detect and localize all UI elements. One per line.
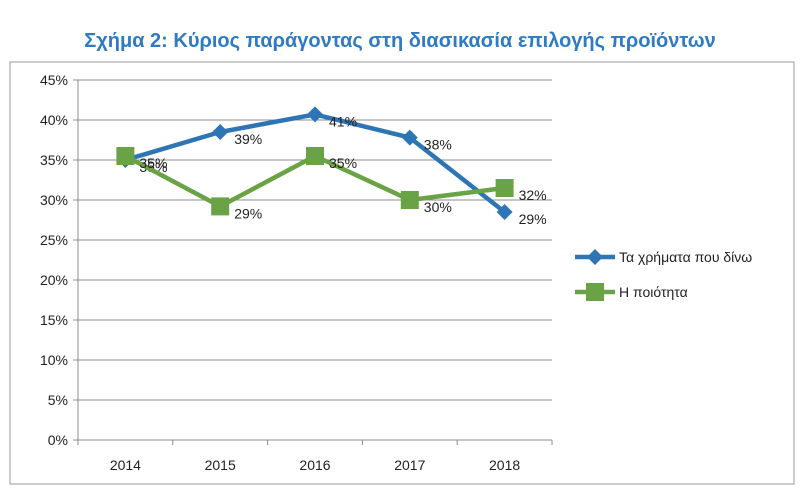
legend-marker-1 [587, 249, 603, 265]
y-tick-label: 10% [40, 352, 68, 368]
series-2-point [306, 147, 324, 165]
series-2-point [211, 197, 230, 216]
legend-label-2: Η ποιότητα [619, 284, 688, 300]
y-tick-label: 40% [40, 112, 68, 128]
data-label: 35% [139, 155, 167, 171]
x-tick-label: 2018 [489, 457, 520, 473]
series-2-point [116, 147, 135, 165]
y-tick-label: 0% [48, 432, 68, 448]
series-2-point [495, 179, 514, 197]
x-tick-label: 2015 [205, 457, 236, 473]
y-tick-label: 5% [48, 392, 68, 408]
x-tick-label: 2016 [299, 457, 330, 473]
data-label: 35% [329, 155, 357, 171]
series-1-point [307, 106, 323, 123]
y-tick-label: 35% [40, 152, 68, 168]
data-label: 29% [519, 211, 547, 227]
data-label: 30% [424, 199, 452, 215]
chart-title: Σχήμα 2: Κύριος παράγοντας στη διασικασί… [84, 30, 716, 52]
y-tick-label: 15% [40, 312, 68, 328]
y-tick-label: 25% [40, 232, 68, 248]
series-2-point [400, 191, 419, 209]
legend-label-1: Τα χρήματα που δίνω [619, 249, 752, 265]
legend-marker-2 [586, 283, 604, 301]
data-label: 35% [139, 159, 167, 175]
series-1-point [401, 129, 418, 146]
x-tick-label: 2014 [110, 457, 141, 473]
y-tick-label: 30% [40, 192, 68, 208]
data-label: 29% [234, 205, 262, 221]
x-tick-label: 2017 [394, 457, 425, 473]
series-1-point [212, 124, 229, 140]
y-tick-label: 20% [40, 272, 68, 288]
data-label: 39% [234, 131, 262, 147]
data-label: 38% [424, 137, 452, 153]
data-label: 32% [519, 187, 547, 203]
data-label: 41% [329, 113, 357, 129]
y-tick-label: 45% [40, 72, 68, 88]
series-1-point [496, 204, 513, 220]
chart-frame [9, 61, 795, 485]
